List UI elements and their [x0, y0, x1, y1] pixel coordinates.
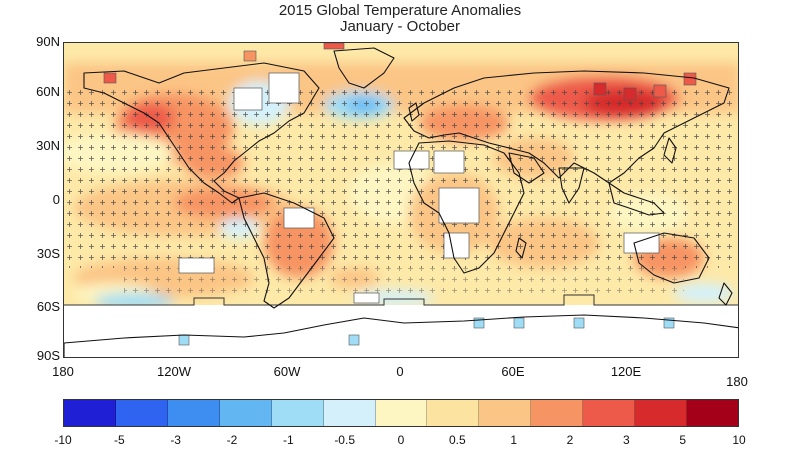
- colorbar-tick-label: 2: [566, 433, 574, 447]
- lon-label-120w: 120W: [157, 364, 191, 379]
- lat-label-60n: 60N: [36, 84, 60, 99]
- lon-label-0: 0: [396, 364, 404, 379]
- lat-label-90s: 90S: [36, 348, 60, 363]
- anomaly-map: [63, 42, 739, 358]
- coastlines: [64, 47, 738, 357]
- lon-label-60e: 60E: [501, 364, 525, 379]
- lat-label-30s: 30S: [36, 246, 60, 261]
- colorbar-tick-label: -1: [282, 433, 294, 447]
- colorbar-tick-label: 10: [732, 433, 746, 447]
- lat-label-30n: 30N: [36, 138, 60, 153]
- colorbar: [63, 399, 739, 427]
- colorbar-tick-label: 3: [622, 433, 630, 447]
- colorbar-swatch: [479, 400, 532, 426]
- colorbar-swatch: [323, 400, 376, 426]
- colorbar-tick-label: 0: [397, 433, 405, 447]
- lat-label-90n: 90N: [36, 34, 60, 49]
- colorbar-swatch: [375, 400, 428, 426]
- colorbar-swatch: [427, 400, 480, 426]
- colorbar-swatch: [635, 400, 688, 426]
- colorbar-swatch: [115, 400, 168, 426]
- lon-label-180e: 180: [726, 374, 748, 389]
- lat-label-0: 0: [52, 192, 60, 207]
- colorbar-swatch: [219, 400, 272, 426]
- arctic-cells: [103, 43, 697, 346]
- missing-data-south: [64, 305, 738, 357]
- anomaly-map-svg: [64, 43, 738, 357]
- colorbar-swatch: [687, 400, 738, 426]
- colorbar-tick-label: -10: [54, 433, 72, 447]
- colorbar-tick-label: -0.5: [334, 433, 355, 447]
- chart-subtitle: January - October: [339, 18, 461, 35]
- lon-label-120e: 120E: [610, 364, 642, 379]
- colorbar-tick-label: -5: [113, 433, 125, 447]
- colorbar-tick-label: 0.5: [448, 433, 466, 447]
- colorbar-swatch: [531, 400, 584, 426]
- lon-label-60w: 60W: [273, 364, 301, 379]
- colorbar-swatch: [271, 400, 324, 426]
- colorbar-swatch: [167, 400, 220, 426]
- colorbar-tick-label: -2: [226, 433, 238, 447]
- colorbar-tick-label: -3: [170, 433, 181, 447]
- colorbar-tick-label: 5: [679, 433, 686, 447]
- colorbar-swatch: [583, 400, 636, 426]
- chart-title: 2015 Global Temperature Anomalies: [278, 2, 522, 19]
- colorbar-swatch: [64, 400, 116, 426]
- colorbar-tick-label: 1: [510, 433, 517, 447]
- lon-label-180w: 180: [52, 364, 74, 379]
- lat-label-60s: 60S: [36, 299, 60, 314]
